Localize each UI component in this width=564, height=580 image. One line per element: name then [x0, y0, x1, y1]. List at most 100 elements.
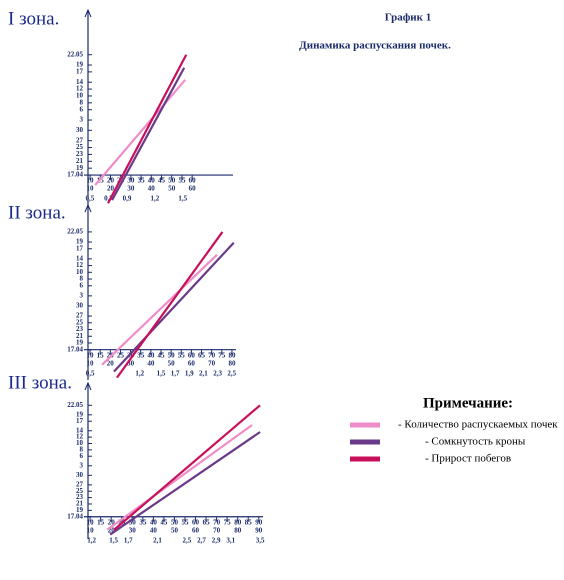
y-tick-label: 23: [76, 150, 84, 158]
zone-label: II зона.: [8, 202, 66, 223]
x-tick-label: 15: [97, 351, 105, 359]
x-tick-label-2: 10: [87, 185, 95, 193]
x-tick-label: 10: [87, 518, 95, 526]
x-tick-label-2: 80: [228, 359, 236, 367]
legend-item: - Прирост побегов: [425, 453, 511, 465]
x-tick-label-3: 2,5: [227, 369, 236, 377]
x-tick-label: 10: [87, 351, 95, 359]
x-tick-label: 75: [224, 518, 232, 526]
y-tick-label: 22.05: [67, 228, 83, 236]
x-tick-label: 60: [188, 351, 196, 359]
y-tick-label: 17.04: [67, 512, 83, 520]
y-tick-label: 19: [76, 61, 84, 69]
x-tick-label: 70: [208, 351, 216, 359]
x-tick-label-3: 0,5: [85, 195, 94, 203]
x-tick-label: 60: [192, 518, 200, 526]
y-tick-label: 19: [76, 164, 84, 172]
x-tick-label: 55: [178, 351, 186, 359]
x-tick-label-2: 70: [213, 526, 221, 534]
y-tick-label: 23: [76, 325, 84, 333]
series-line: [113, 241, 235, 373]
x-tick-label-3: 0,5: [86, 369, 95, 377]
y-tick-label: 10: [76, 92, 84, 100]
y-tick-label: 17.04: [67, 345, 83, 353]
x-tick-label: 35: [138, 177, 146, 185]
y-tick-label: 25: [76, 318, 84, 326]
y-tick-label: 21: [76, 332, 84, 340]
y-tick-label: 19: [76, 339, 84, 347]
x-tick-label-3: 2,5: [182, 536, 191, 544]
y-tick-label: 25: [76, 487, 84, 495]
x-tick-label-2: 20: [107, 359, 115, 367]
y-tick-label: 19: [76, 506, 84, 514]
y-tick-label: 17: [76, 68, 84, 76]
x-tick-label-3: 1,5: [157, 369, 166, 377]
y-tick-label: 10: [76, 439, 84, 447]
y-tick-label: 30: [76, 126, 84, 134]
y-tick-label: 14: [76, 254, 84, 262]
series-line: [107, 54, 188, 204]
x-tick-label: 90: [255, 518, 263, 526]
x-tick-label: 20: [107, 177, 115, 185]
x-tick-label: 65: [203, 518, 211, 526]
x-tick-label: 50: [171, 518, 179, 526]
x-tick-label-3: 3,1: [226, 536, 235, 544]
y-tick-label: 17: [76, 244, 84, 252]
x-tick-label-3: 0,7: [104, 195, 113, 203]
x-tick-label-2: 30: [129, 526, 137, 534]
legend-item: - Сомкнутость кроны: [425, 436, 526, 448]
y-tick-label: 8: [80, 275, 84, 283]
x-tick-label-2: 40: [147, 359, 155, 367]
y-tick-label: 22.05: [67, 50, 83, 58]
x-tick-label-3: 1,7: [124, 536, 133, 544]
x-tick-label-3: 1,7: [171, 369, 180, 377]
x-tick-label-2: 90: [255, 526, 263, 534]
x-tick-label-3: 2,1: [199, 369, 208, 377]
x-tick-label-2: 60: [192, 526, 200, 534]
x-tick-label: 45: [160, 518, 168, 526]
legend-title: Примечание:: [423, 395, 513, 411]
x-tick-label: 80: [228, 351, 236, 359]
x-tick-label-2: 20: [108, 526, 116, 534]
x-tick-label: 55: [178, 177, 186, 185]
y-tick-label: 21: [76, 157, 84, 165]
x-tick-label: 75: [218, 351, 226, 359]
x-tick-label-3: 3,5: [256, 536, 265, 544]
x-tick-label: 50: [168, 177, 176, 185]
x-tick-label-2: 60: [188, 359, 196, 367]
x-tick-label-2: 80: [234, 526, 242, 534]
y-tick-label: 27: [76, 480, 84, 488]
x-tick-label-3: 1,2: [151, 195, 160, 203]
x-tick-label-2: 30: [127, 185, 135, 193]
y-tick-label: 17.04: [67, 171, 83, 179]
y-tick-label: 30: [76, 471, 84, 479]
x-tick-label-2: 50: [171, 526, 179, 534]
x-tick-label: 15: [97, 518, 105, 526]
y-tick-label: 14: [76, 426, 84, 434]
x-tick-label-2: 20: [107, 185, 115, 193]
x-tick-label: 80: [234, 518, 242, 526]
x-tick-label: 10: [87, 177, 95, 185]
x-tick-label: 85: [245, 518, 253, 526]
y-tick-label: 30: [76, 302, 84, 310]
x-tick-label-2: 50: [168, 185, 176, 193]
x-tick-label: 40: [150, 518, 158, 526]
y-tick-label: 8: [80, 98, 84, 106]
x-tick-label-2: 10: [87, 526, 95, 534]
series-line: [101, 254, 218, 366]
x-tick-label: 55: [181, 518, 189, 526]
series-line: [106, 424, 253, 531]
y-axis-arrow: [84, 381, 92, 391]
x-tick-label: 35: [139, 518, 147, 526]
legend-item: - Количество распускаемых почек: [398, 419, 558, 431]
x-tick-label-3: 1,2: [87, 536, 96, 544]
x-tick-label-3: 2,9: [212, 536, 221, 544]
y-tick-label: 14: [76, 78, 84, 86]
x-tick-label-3: 1,5: [109, 536, 118, 544]
y-tick-label: 27: [76, 136, 84, 144]
y-tick-label: 12: [76, 433, 84, 441]
x-tick-label: 20: [108, 518, 116, 526]
x-tick-label-2: 70: [208, 359, 216, 367]
zone-label: III зона.: [8, 372, 72, 393]
